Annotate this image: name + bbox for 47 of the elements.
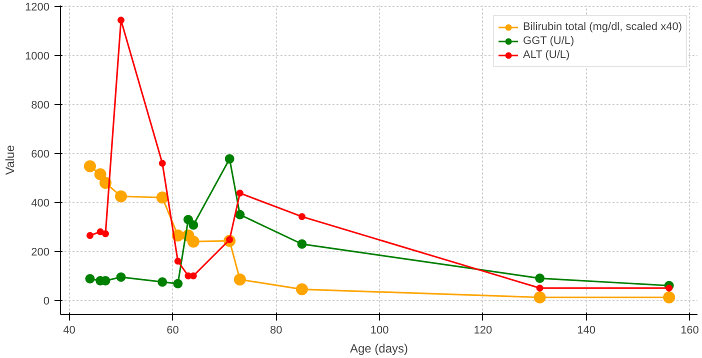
- point: [234, 274, 246, 286]
- legend-label: ALT (U/L): [523, 48, 570, 62]
- y-axis-title: Value: [3, 144, 18, 175]
- point: [188, 220, 198, 230]
- x-tick-label: 100: [370, 324, 389, 336]
- point: [94, 168, 106, 180]
- point: [666, 284, 673, 292]
- point: [536, 284, 544, 292]
- point: [117, 16, 124, 24]
- y-tick-label: 1200: [25, 2, 50, 14]
- point: [535, 274, 545, 284]
- point: [173, 278, 183, 288]
- point: [534, 291, 546, 304]
- x-tick-label: 120: [474, 324, 492, 336]
- x-tick-label: 160: [680, 324, 699, 336]
- point: [187, 236, 200, 248]
- point: [224, 154, 234, 164]
- x-tick-label: 140: [577, 324, 596, 336]
- x-axis-title: Age (days): [350, 342, 408, 356]
- y-tick-label: 1000: [25, 50, 50, 63]
- point: [114, 190, 127, 202]
- point: [86, 232, 94, 239]
- legend-label: Bilirubin total (mg/dl, scaled x40): [523, 20, 682, 34]
- point: [85, 274, 95, 284]
- point: [102, 230, 109, 238]
- point: [296, 283, 308, 296]
- point: [158, 160, 166, 167]
- point: [236, 190, 244, 197]
- legend-label: GGT (U/L): [523, 34, 574, 48]
- point: [174, 258, 182, 265]
- point: [190, 272, 197, 280]
- point: [156, 192, 168, 204]
- point: [158, 277, 168, 287]
- y-tick-label: 200: [31, 246, 50, 258]
- x-tick-label: 80: [270, 324, 282, 336]
- y-tick-label: 600: [31, 148, 50, 161]
- x-tick-label: 60: [166, 324, 179, 336]
- y-tick-label: 800: [31, 100, 50, 112]
- y-tick-label: 0: [43, 295, 50, 308]
- y-tick-label: 400: [31, 197, 50, 210]
- point: [84, 160, 96, 172]
- x-tick-label: 40: [63, 324, 76, 336]
- point: [297, 239, 307, 249]
- point: [235, 210, 245, 220]
- point: [298, 213, 306, 220]
- point: [663, 291, 676, 304]
- point: [116, 272, 126, 282]
